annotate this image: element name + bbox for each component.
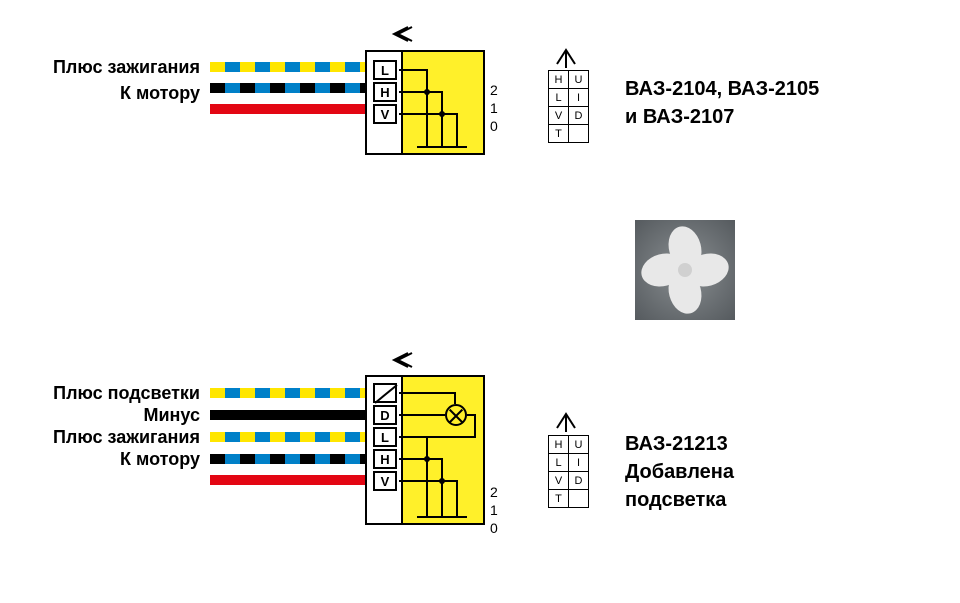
diagram-bottom: Плюс подсветки Минус Плюс зажигания К мо…	[0, 360, 960, 600]
label-motor-2: К мотору	[0, 449, 200, 470]
internal-wiring-1	[367, 52, 487, 157]
wire-ignition-1	[210, 62, 365, 72]
num-1-2: 1	[490, 502, 498, 518]
connector-1: L H V	[365, 50, 485, 155]
label-backlight-2: Плюс подсветки	[0, 383, 200, 404]
wire-motor-h-1	[210, 83, 365, 93]
fan-icon-photo	[635, 220, 735, 320]
label-minus-2: Минус	[0, 405, 200, 426]
pinout-2: HU LI VD T	[548, 435, 589, 508]
num-1-1: 1	[490, 100, 498, 116]
desc-1: ВАЗ-2104, ВАЗ-2105 и ВАЗ-2107	[625, 75, 819, 131]
num-2-1: 2	[490, 82, 498, 98]
diagram-top: Плюс зажигания К мотору L H V 2 1 0 HU L…	[0, 0, 960, 220]
wire-backlight-2	[210, 388, 365, 398]
wire-motor-h-2	[210, 454, 365, 464]
num-0-2: 0	[490, 520, 498, 536]
label-motor-1: К мотору	[0, 83, 200, 104]
arrow-left-2	[388, 350, 414, 376]
connector-2: D L H V	[365, 375, 485, 525]
wire-ignition-2	[210, 432, 365, 442]
label-ignition-1: Плюс зажигания	[0, 57, 200, 78]
wire-motor-v-2	[210, 475, 365, 485]
num-0-1: 0	[490, 118, 498, 134]
desc-2: ВАЗ-21213 Добавлена подсветка	[625, 430, 734, 514]
label-ignition-2: Плюс зажигания	[0, 427, 200, 448]
num-2-2: 2	[490, 484, 498, 500]
wire-motor-v-1	[210, 104, 365, 114]
wire-minus-2	[210, 410, 365, 420]
internal-wiring-2	[367, 377, 487, 527]
arrow-right-2	[553, 410, 583, 438]
arrow-left-1	[388, 24, 414, 50]
pinout-1: HU LI VD T	[548, 70, 589, 143]
